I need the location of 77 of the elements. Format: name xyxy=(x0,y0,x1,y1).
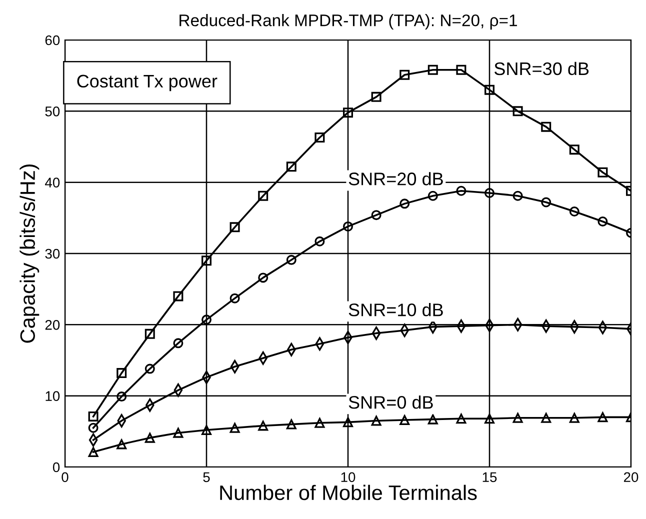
point xyxy=(343,221,353,232)
y-tick-label: 0 xyxy=(52,462,60,472)
annotation: Costant Tx power xyxy=(77,74,218,92)
point xyxy=(456,64,466,75)
point xyxy=(512,412,523,423)
y-tick-label: 40 xyxy=(45,178,60,188)
point xyxy=(456,186,466,196)
series-label: SNR=0 dB xyxy=(348,396,433,409)
point xyxy=(144,432,155,443)
series-label: SNR=20 dB xyxy=(348,172,443,186)
point xyxy=(173,428,184,438)
point xyxy=(286,162,296,172)
point xyxy=(428,64,438,75)
x-axis-title: Number of Mobile Terminals xyxy=(220,484,477,500)
point xyxy=(569,206,580,217)
chart-title: Reduced-Rank MPDR-TMP (TPA): N=20, ρ=1 xyxy=(180,14,517,30)
point xyxy=(286,254,296,265)
point xyxy=(258,420,268,431)
x-tick-label: 5 xyxy=(203,472,210,482)
point xyxy=(314,418,325,428)
series-label: SNR=10 dB xyxy=(348,303,443,316)
point xyxy=(598,167,608,178)
point xyxy=(512,106,523,116)
point xyxy=(144,364,155,374)
y-tick-label: 60 xyxy=(45,35,60,46)
point xyxy=(286,419,296,430)
point xyxy=(258,272,268,283)
point xyxy=(258,190,268,201)
point xyxy=(144,328,155,339)
point xyxy=(116,368,127,378)
point xyxy=(230,422,240,433)
point xyxy=(484,188,494,198)
point xyxy=(314,236,325,246)
point xyxy=(173,338,184,348)
y-tick-label: 30 xyxy=(45,248,60,259)
point xyxy=(512,190,523,201)
point xyxy=(428,190,438,201)
point xyxy=(343,417,353,428)
point xyxy=(400,198,410,209)
y-tick-label: 50 xyxy=(45,106,60,116)
point xyxy=(541,122,552,132)
point xyxy=(484,414,494,424)
x-tick-label: 0 xyxy=(62,472,68,482)
point xyxy=(116,392,127,402)
point xyxy=(400,70,410,80)
point xyxy=(88,422,98,433)
point xyxy=(314,132,325,142)
y-tick-label: 20 xyxy=(45,320,60,330)
x-tick-label: 15 xyxy=(482,472,497,482)
point xyxy=(371,416,382,426)
point xyxy=(343,108,353,118)
x-tick-label: 10 xyxy=(341,472,356,482)
point xyxy=(116,439,127,450)
series-label: SNR=30 dB xyxy=(494,62,589,76)
point xyxy=(88,411,98,422)
point xyxy=(541,412,552,423)
point xyxy=(598,412,608,422)
point xyxy=(428,414,438,424)
point xyxy=(230,222,240,232)
point xyxy=(569,412,580,423)
x-tick-label: 20 xyxy=(624,472,638,482)
point xyxy=(88,447,98,458)
point xyxy=(173,291,184,302)
point xyxy=(569,144,580,155)
point xyxy=(202,314,212,325)
point xyxy=(202,424,212,435)
point xyxy=(400,415,410,426)
y-tick-label: 10 xyxy=(46,391,60,402)
point xyxy=(371,92,382,102)
point xyxy=(230,293,240,304)
y-axis-title: Capacity (bits/s/Hz) xyxy=(20,164,40,343)
point xyxy=(541,197,552,208)
point xyxy=(371,210,382,220)
point xyxy=(484,84,494,95)
point xyxy=(202,256,212,266)
point xyxy=(456,414,466,424)
point xyxy=(598,216,608,226)
